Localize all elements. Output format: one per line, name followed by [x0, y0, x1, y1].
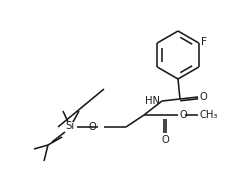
Text: F: F — [201, 37, 207, 47]
Text: O: O — [161, 135, 169, 145]
Text: HN: HN — [145, 95, 160, 105]
Text: O: O — [179, 110, 187, 120]
Text: O: O — [200, 92, 208, 102]
Text: CH₃: CH₃ — [199, 110, 217, 120]
Text: Si: Si — [66, 121, 75, 131]
Text: O: O — [88, 122, 96, 132]
